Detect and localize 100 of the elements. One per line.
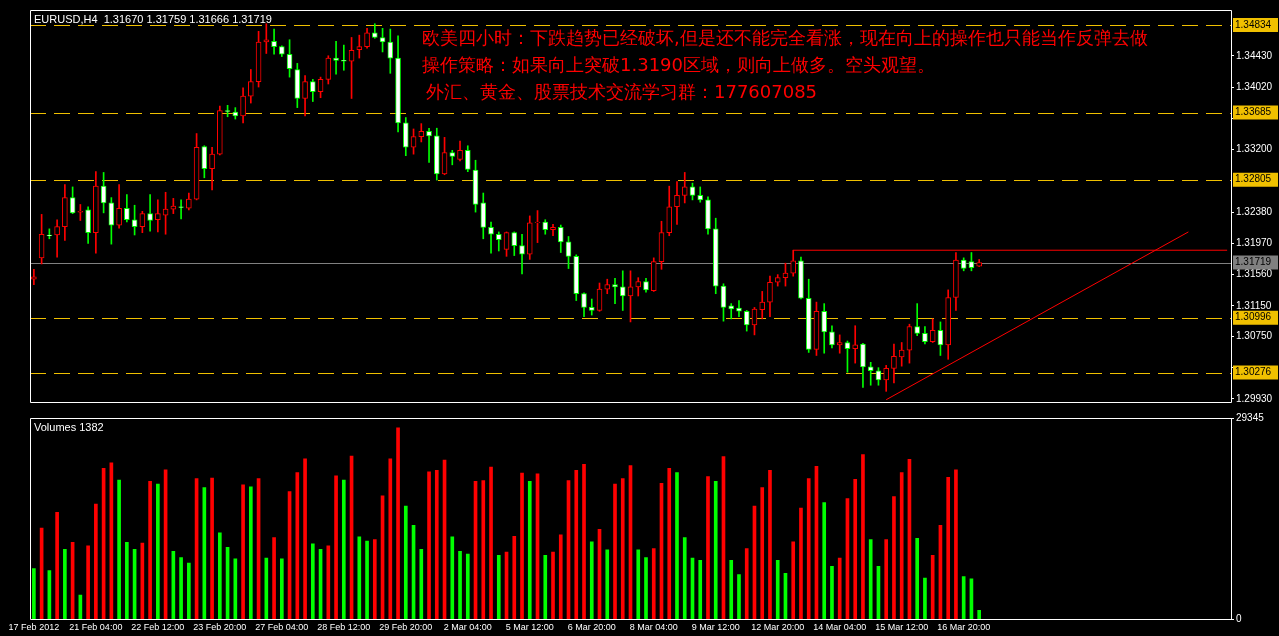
bar: [272, 537, 276, 620]
x-tick-label: 5 Mar 12:00: [505, 622, 554, 633]
bar: [613, 483, 617, 620]
bar: [458, 550, 462, 620]
candlestick: [340, 44, 347, 71]
bar: [520, 472, 524, 620]
bar: [210, 477, 214, 620]
bar: [915, 537, 920, 620]
y-tick-label: 1.31150: [1236, 299, 1272, 311]
chart-title: EURUSD,H4 1.31670 1.31759 1.31666 1.31719: [34, 12, 272, 25]
bar: [558, 534, 563, 620]
candlestick: [356, 34, 363, 59]
chart-title: Volumes 1382: [34, 420, 104, 433]
bar: [551, 551, 555, 620]
bar: [837, 557, 842, 620]
bar: [241, 484, 245, 620]
y-tick-label: 1.31970: [1236, 237, 1273, 249]
x-tick-label: 16 Mar 20:00: [937, 622, 991, 633]
annotation: 操作策略：如果向上突破1.3190区域，则向上做多。空头观望。: [422, 53, 935, 75]
bar: [861, 454, 865, 620]
bar: [582, 463, 586, 620]
ref-line-label: 1.33685: [1235, 106, 1272, 118]
bar: [737, 574, 741, 620]
bar: [961, 576, 966, 620]
bar: [295, 472, 300, 620]
bar: [357, 536, 362, 620]
bar: [698, 559, 703, 620]
y-tick-label: 1.34020: [1236, 80, 1273, 92]
bar: [775, 559, 780, 620]
y-tick-label: 1.29930: [1236, 392, 1273, 404]
x-tick-label: 8 Mar 04:00: [629, 622, 678, 633]
bar: [667, 468, 672, 620]
bar: [543, 555, 548, 620]
bar: [527, 481, 532, 620]
candlestick: [852, 325, 859, 364]
bar: [179, 557, 183, 620]
bar: [512, 535, 517, 620]
x-tick-label: 2 Mar 04:00: [443, 622, 492, 633]
candlestick: [333, 40, 339, 75]
bar: [923, 577, 927, 620]
bar: [388, 458, 393, 620]
bar: [334, 475, 338, 620]
bar: [32, 568, 36, 620]
candlestick: [155, 199, 161, 233]
bar: [148, 481, 152, 620]
bar: [806, 478, 811, 620]
bar: [481, 480, 486, 620]
bar: [791, 541, 796, 620]
bar: [94, 503, 98, 620]
bar: [63, 548, 67, 620]
bar: [930, 555, 935, 620]
bar: [682, 537, 687, 620]
bar: [419, 548, 424, 620]
y-tick-label: 1.31560: [1236, 268, 1273, 280]
ref-line-label: 1.30276: [1235, 366, 1272, 378]
bar: [620, 478, 625, 620]
candlestick: [488, 221, 494, 254]
x-tick-label: 9 Mar 12:00: [691, 622, 740, 633]
bar: [303, 458, 307, 620]
bar: [706, 476, 710, 620]
bar: [396, 427, 400, 620]
bar: [884, 539, 889, 620]
bar: [768, 470, 772, 620]
bar: [310, 543, 315, 620]
ref-line-label: 1.32805: [1235, 173, 1272, 185]
candlestick: [836, 334, 843, 354]
candlestick: [914, 303, 921, 336]
bar: [977, 609, 982, 620]
annotation: 外汇、黄金、股票技术交流学习群：177607085: [426, 80, 818, 102]
x-tick-label: 22 Feb 12:00: [131, 622, 185, 633]
candlestick: [736, 300, 742, 317]
x-tick-label: 17 Feb 2012: [8, 622, 60, 633]
bar: [589, 541, 594, 620]
y-tick-label: 29345: [1236, 411, 1265, 423]
y-tick-label: 1.34430: [1236, 49, 1273, 61]
bar: [760, 487, 765, 620]
bar: [574, 470, 579, 620]
bar: [365, 540, 369, 620]
bar: [868, 539, 873, 620]
bar: [954, 469, 958, 620]
candlestick: [519, 233, 525, 275]
bar: [427, 471, 431, 620]
bar: [117, 479, 121, 620]
ref-line-label: 1.31719: [1235, 256, 1272, 268]
bar: [830, 566, 834, 620]
candlestick: [612, 278, 618, 304]
bar: [218, 532, 222, 620]
bar: [651, 548, 656, 620]
bar: [892, 496, 896, 620]
bar: [636, 549, 641, 620]
x-tick-label: 12 Mar 20:00: [751, 622, 805, 633]
bar: [341, 479, 346, 620]
annotation: 欧美四小时：下跌趋势已经破坏,但是还不能完全看涨，现在向上的操作也只能当作反弹去做: [422, 26, 1148, 48]
candlestick: [54, 219, 60, 258]
bar: [249, 486, 253, 620]
candlestick: [619, 270, 626, 311]
x-tick-label: 29 Feb 20:00: [379, 622, 433, 633]
x-tick-label: 6 Mar 20:00: [567, 622, 616, 633]
candlestick: [147, 194, 153, 232]
candlestick: [550, 223, 556, 237]
